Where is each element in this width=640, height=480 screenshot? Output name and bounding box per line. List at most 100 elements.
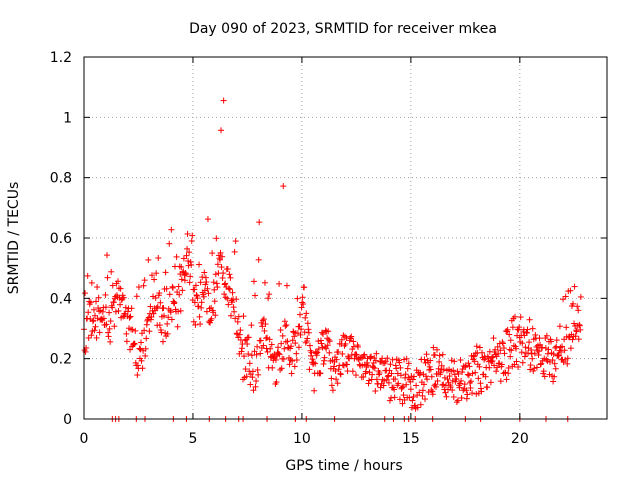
x-axis-label: GPS time / hours [285,458,402,474]
data-point [440,381,447,388]
y-tick-label: 0.6 [50,231,72,247]
data-point [334,380,341,387]
data-point [469,390,476,397]
data-point [135,284,142,291]
data-point [175,308,182,315]
data-point [110,299,117,306]
data-point [257,350,264,357]
data-point [421,396,428,403]
data-point [255,371,262,378]
data-point [111,323,118,330]
data-point [138,339,145,346]
data-point [559,343,566,350]
data-point [439,351,446,358]
data-point [302,314,309,321]
data-point [176,263,183,270]
data-point [464,391,471,398]
data-point [339,350,346,357]
data-point [397,372,404,379]
data-point [91,327,98,334]
data-point [231,248,238,255]
data-point [417,401,424,408]
data-point [447,383,454,390]
data-point [368,376,375,383]
data-point [209,250,216,257]
data-point [204,285,211,292]
data-point [163,285,170,292]
data-point [352,372,359,379]
data-point [143,321,150,328]
data-point [545,346,552,353]
data-point [323,345,330,352]
data-point [423,373,430,380]
data-point [507,353,514,360]
data-point [147,316,154,323]
data-point [213,280,220,287]
data-point [256,219,263,226]
data-point [398,384,405,391]
data-point [188,261,195,268]
data-point [184,245,191,252]
data-point [175,283,182,290]
data-point [530,367,537,374]
data-point [218,264,225,271]
data-point [381,377,388,384]
data-point [251,348,258,355]
axes [83,56,608,420]
data-point [313,352,320,359]
data-point [168,226,175,233]
x-tick-label: 15 [402,431,420,447]
data-point [318,329,325,336]
data-point [317,370,324,377]
data-point [450,367,457,374]
data-point [305,329,312,336]
data-point [364,362,371,369]
data-point [429,388,436,395]
data-point [132,327,139,334]
data-point [563,324,570,331]
y-axis-label: SRMTID / TECUs [6,182,22,295]
data-point [217,249,224,256]
data-point [186,249,193,256]
data-point [546,371,553,378]
data-point [395,380,402,387]
data-point [567,345,574,352]
data-point [527,366,534,373]
data-point [362,368,369,375]
data-point [173,253,180,260]
data-point [205,290,212,297]
data-point [293,357,300,364]
data-point [208,315,215,322]
data-point [89,318,96,325]
data-point [198,299,205,306]
data-point [278,340,285,347]
data-point [431,351,438,358]
data-point [500,345,507,352]
data-point [346,355,353,362]
data-point [561,347,568,354]
data-point [476,344,483,351]
data-point [298,326,305,333]
data-point [128,305,135,312]
data-point [146,328,153,335]
data-point [303,310,310,317]
data-point [528,350,535,357]
data-point [178,276,185,283]
data-point [318,340,325,347]
data-point [391,386,398,393]
data-point [557,344,564,351]
data-point [400,383,407,390]
data-point [435,365,442,372]
data-point [187,273,194,280]
data-point [424,376,431,383]
data-point [171,299,178,306]
data-point [293,350,300,357]
data-point [571,320,578,327]
data-point [182,269,189,276]
data-point [350,338,357,345]
data-point [211,298,218,305]
data-point [372,388,379,395]
data-point [501,350,508,357]
x-tick-labels: 0 5 10 15 20 [80,431,529,447]
data-point [285,344,292,351]
